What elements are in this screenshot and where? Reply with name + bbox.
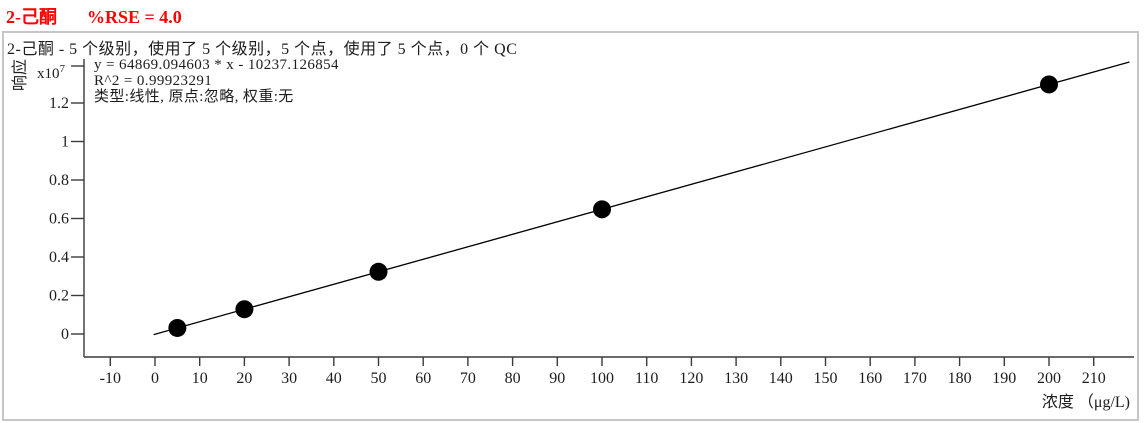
x-tick-label: 190: [992, 370, 1016, 387]
y-tick-label: 1: [61, 134, 69, 151]
x-tick-label: 90: [549, 370, 565, 387]
x-tick-label: 20: [236, 370, 252, 387]
rse-value: %RSE = 4.0: [87, 7, 182, 27]
calibration-plot-panel: 2-己酮 - 5 个级别，使用了 5 个级别，5 个点，使用了 5 个点，0 个…: [2, 31, 1139, 421]
y-tick-label: 0.8: [49, 172, 69, 189]
compound-header: 2-己酮 %RSE = 4.0: [6, 3, 182, 29]
x-tick-label: 140: [769, 370, 793, 387]
x-tick-label: 120: [679, 370, 703, 387]
x-tick-label: 210: [1082, 370, 1106, 387]
x-tick-label: 160: [858, 370, 882, 387]
x-tick-label: 180: [948, 370, 972, 387]
regression-line: [153, 61, 1130, 336]
curve-summary-text: 2-己酮 - 5 个级别，使用了 5 个级别，5 个点，使用了 5 个点，0 个…: [7, 41, 518, 58]
x-tick-label: 60: [415, 370, 431, 387]
x-tick-label: -10: [100, 370, 121, 387]
fit-statistics-block: y = 64869.094603 * x - 10237.126854 R^2 …: [94, 57, 339, 105]
x-tick-label: 0: [151, 370, 159, 387]
x-tick-label: 10: [192, 370, 208, 387]
y-tick-label: 0.2: [49, 288, 69, 305]
y-tick-label: 0.4: [49, 249, 69, 266]
data-point[interactable]: [235, 300, 254, 319]
y-tick-label: 0.6: [49, 211, 69, 228]
data-point[interactable]: [369, 262, 388, 281]
x-tick-label: 130: [724, 370, 748, 387]
scale-base: x10: [37, 66, 60, 82]
data-point[interactable]: [168, 318, 187, 337]
fit-r-squared: R^2 = 0.99923291: [94, 73, 213, 89]
fit-equation: y = 64869.094603 * x - 10237.126854: [94, 57, 339, 73]
x-tick-label: 110: [635, 370, 658, 387]
x-tick-label: 50: [371, 370, 387, 387]
x-tick-label: 70: [460, 370, 476, 387]
calibration-chart: 0 0.2 0.4 0.6 0.8 1 1.2 -10 0 10 20 30 40 50 60 70 80 90 1…: [49, 59, 1134, 387]
fit-model-settings: 类型:线性, 原点:忽略, 权重:无: [94, 89, 294, 105]
y-axis-scale-factor: x107: [37, 63, 65, 83]
x-tick-label: 150: [814, 370, 838, 387]
x-tick-label: 100: [590, 370, 614, 387]
y-tick-label: 0: [61, 326, 69, 343]
scale-exponent: 7: [59, 63, 66, 75]
compound-title: 2-己酮: [6, 7, 57, 27]
x-tick-label: 30: [281, 370, 297, 387]
x-tick-label: 40: [326, 370, 342, 387]
x-tick-label: 80: [505, 370, 521, 387]
x-tick-label: 200: [1037, 370, 1061, 387]
data-point[interactable]: [593, 200, 611, 219]
x-tick-label: 170: [903, 370, 927, 387]
x-axis-title: 浓度 （μg/L): [1041, 394, 1130, 411]
y-tick-label: 1.2: [49, 95, 69, 112]
data-point[interactable]: [1040, 75, 1058, 94]
